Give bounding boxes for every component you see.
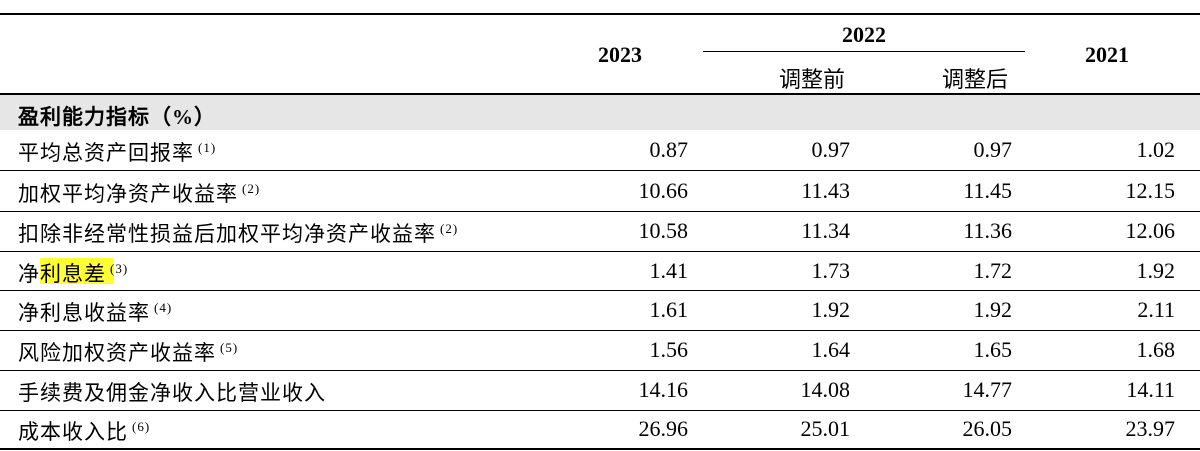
cell-value: 14.08: [800, 377, 851, 402]
row-rule: [0, 370, 1200, 371]
row-label: 风险加权资产收益率 (5): [18, 337, 238, 367]
header-before: 调整前: [778, 67, 845, 92]
row-label: 加权平均净资产收益率 (2): [18, 178, 260, 208]
section-title: 盈利能力指标（%）: [18, 105, 216, 129]
cell-value: 1.73: [811, 257, 851, 283]
cell-value: 11.36: [963, 218, 1012, 243]
label-text: 扣除非经常性损益后加权平均净资产收益率: [18, 222, 436, 246]
cell-value: 1.92: [973, 297, 1013, 322]
label-text: 净利息差: [18, 261, 106, 286]
label-text: 平均总资产回报率: [18, 141, 194, 165]
footnote-ref: (4): [154, 300, 173, 315]
cell-value: 0.97: [811, 137, 851, 162]
label-text: 加权平均净资产收益率: [18, 181, 238, 206]
row-label: 净利息差 (3): [18, 258, 128, 288]
cell-value: 14.77: [962, 377, 1013, 402]
cell-value: 1.72: [973, 257, 1013, 283]
header-2022: 2022: [842, 22, 886, 47]
highlight: [40, 258, 114, 284]
header-2023: 2023: [598, 42, 642, 67]
row-label: 成本收入比 (6): [18, 416, 150, 446]
cell-value: 11.45: [963, 177, 1012, 203]
cell-value: 14.16: [638, 377, 689, 402]
row-rule: [0, 290, 1200, 291]
cell-value: 1.92: [1136, 257, 1176, 283]
group-rule: [703, 51, 1025, 52]
row-rule: [0, 251, 1200, 252]
header-after: 调整后: [941, 67, 1008, 92]
cell-value: 0.97: [973, 137, 1013, 162]
footnote-ref: (1): [198, 140, 217, 155]
section-band: [0, 95, 1200, 130]
cell-value: 11.43: [801, 177, 850, 203]
cell-value: 1.41: [649, 257, 689, 283]
cell-value: 23.97: [1125, 416, 1176, 441]
row-label: 扣除非经常性损益后加权平均净资产收益率 (2): [18, 218, 458, 248]
row-rule: [0, 448, 1200, 450]
footnote-ref: (5): [220, 340, 239, 355]
cell-value: 12.06: [1125, 218, 1176, 243]
footnote-ref: (6): [132, 419, 151, 434]
cell-value: 1.64: [811, 337, 851, 362]
row-label: 手续费及佣金净收入比营业收入: [18, 377, 326, 407]
footnote-ref: (2): [440, 221, 459, 236]
footnote-ref: (3): [110, 260, 129, 276]
cell-value: 2.11: [1137, 297, 1175, 322]
cell-value: 11.34: [801, 218, 850, 243]
cell-value: 12.15: [1125, 177, 1176, 203]
header-2021: 2021: [1085, 42, 1129, 67]
row-rule: [0, 170, 1200, 171]
row-rule: [0, 410, 1200, 411]
label-text: 风险加权资产收益率: [18, 341, 216, 365]
row-label: 平均总资产回报率 (1): [18, 137, 216, 167]
label-text: 成本收入比: [18, 420, 128, 444]
cell-value: 1.61: [649, 297, 689, 322]
row-label: 净利息收益率 (4): [18, 297, 172, 327]
label-text: 手续费及佣金净收入比营业收入: [18, 381, 326, 405]
cell-value: 26.05: [962, 416, 1013, 441]
row-rule: [0, 330, 1200, 331]
cell-value: 1.65: [973, 337, 1013, 362]
cell-value: 10.58: [638, 218, 689, 243]
cell-value: 10.66: [638, 177, 689, 203]
top-rule: [0, 13, 1200, 15]
cell-value: 14.11: [1126, 377, 1175, 402]
row-rule: [0, 211, 1200, 212]
footnote-ref: (2): [242, 180, 261, 196]
header-rule: [0, 93, 1200, 95]
cell-value: 26.96: [638, 416, 689, 441]
cell-value: 1.56: [649, 337, 689, 362]
cell-value: 25.01: [800, 416, 851, 441]
cell-value: 1.68: [1136, 337, 1176, 362]
cell-value: 0.87: [649, 137, 689, 162]
cell-value: 1.92: [811, 297, 851, 322]
label-text: 净利息收益率: [18, 301, 150, 325]
cell-value: 1.02: [1136, 137, 1176, 162]
